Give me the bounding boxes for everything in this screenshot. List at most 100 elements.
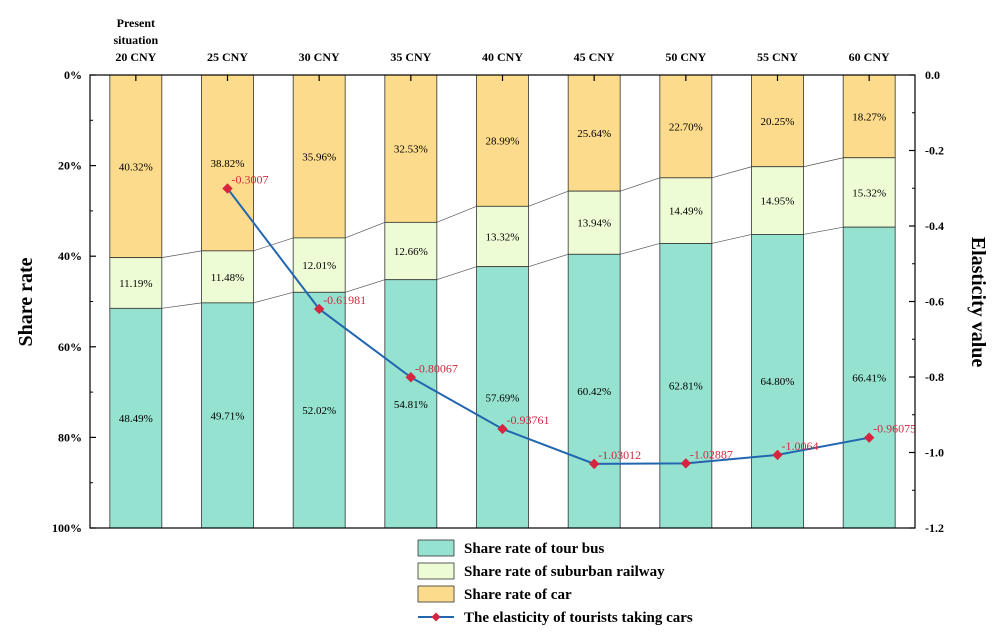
bar-value-label: 28.99% (486, 136, 520, 148)
bar-value-label: 25.64% (577, 128, 611, 140)
right-axis-tick-label: -1.2 (925, 521, 944, 535)
elasticity-value-label: -0.93761 (507, 413, 550, 427)
category-label: 45 CNY (574, 50, 615, 64)
bar-value-label: 12.01% (302, 260, 336, 272)
elasticity-point (222, 183, 233, 194)
bar-value-label: 20.25% (761, 116, 795, 128)
series-connector-line (161, 302, 202, 309)
elasticity-point (497, 423, 508, 435)
legend-swatch-share-rate-of-car (417, 585, 455, 603)
bar-share-rate-of-car-50-cny (659, 74, 713, 179)
right-axis-tick-label: -0.2 (925, 144, 944, 158)
bar-value-label: 35.96% (302, 151, 336, 163)
bar-value-label: 13.94% (577, 218, 611, 230)
series-connector-line (803, 157, 844, 168)
category-label: 60 CNY (849, 50, 890, 64)
series-connector-line (436, 206, 477, 223)
right-axis-tick-label: 0.0 (925, 68, 940, 82)
bar-share-rate-of-suburban-railway-20-cny (109, 257, 163, 309)
elasticity-point (588, 458, 600, 470)
bar-value-label: 11.48% (211, 272, 245, 284)
category-prefix-label: Present (117, 16, 155, 30)
series-connector-line (803, 226, 844, 235)
bar-value-label: 57.69% (486, 392, 520, 404)
right-axis-tick-label: -0.8 (925, 370, 944, 384)
legend: Share rate of tour bus Share rate of subu… (417, 539, 693, 626)
legend-label: Share rate of car (464, 587, 572, 603)
elasticity-point (863, 432, 875, 443)
elasticity-value-label: -1.0064 (782, 439, 819, 453)
legend-swatch-share-rate-of-tour-bus (417, 539, 455, 557)
elasticity-line-layer: -0.3007 -0.61981 -0.80067 -0.93761 -1.03012 -… (222, 173, 916, 470)
bar-value-label: 32.53% (394, 144, 428, 156)
right-axis-title: Elasticity value (967, 237, 989, 368)
left-axis-tick-label: 100% (52, 521, 82, 535)
bar-value-label: 13.32% (486, 231, 520, 243)
legend-label: The elasticity of tourists taking cars (464, 610, 693, 626)
category-label: 30 CNY (299, 50, 340, 64)
bar-share-rate-of-car-45-cny (567, 74, 621, 192)
left-axis-tick-label: 20% (58, 159, 82, 173)
bar-share-rate-of-car-40-cny (476, 74, 529, 207)
series-connector-line (161, 250, 202, 258)
elasticity-value-label: -1.03012 (598, 448, 641, 462)
series-connector-line (253, 291, 294, 304)
bar-share-rate-of-tour-bus-35-cny (384, 279, 438, 529)
bar-share-rate-of-car-35-cny (384, 74, 438, 223)
elasticity-value-label: -1.02887 (690, 447, 733, 461)
right-axis-tick-label: -1.0 (925, 446, 944, 460)
left-axis-title: Share rate (15, 257, 37, 346)
bar-share-rate-of-car-20-cny (109, 74, 163, 259)
bar-value-label: 22.70% (669, 121, 703, 133)
left-axis-tick-label: 60% (58, 340, 82, 354)
bar-share-rate-of-suburban-railway-60-cny (842, 157, 896, 228)
elasticity-point (772, 449, 783, 461)
bar-share-rate-of-suburban-railway-30-cny (292, 237, 346, 293)
bar-value-label: 60.42% (577, 386, 611, 398)
series-connector-line (528, 253, 569, 267)
category-label: 55 CNY (757, 50, 798, 64)
bar-value-label: 48.49% (119, 413, 153, 425)
legend-swatch-share-rate-of-suburban-railway (417, 562, 455, 580)
series-connector-line (345, 279, 385, 293)
bar-share-rate-of-tour-bus-60-cny (842, 226, 896, 529)
bars-layer (109, 74, 896, 529)
series-connector-line (253, 237, 294, 252)
category-labels-layer: 20 CNY 25 CNY 30 CNY 35 CNY 40 CNY 45 CNY 50 C… (113, 16, 890, 64)
elasticity-value-label: -0.3007 (232, 173, 269, 187)
series-connector-line (620, 177, 660, 192)
bar-share-rate-of-tour-bus-25-cny (201, 302, 254, 529)
bar-value-label: 14.49% (669, 206, 703, 218)
left-axis-tick-label: 80% (58, 430, 82, 444)
bar-share-rate-of-suburban-railway-40-cny (476, 205, 529, 268)
bar-value-label: 15.32% (852, 187, 886, 199)
left-axis-tick-label: 40% (58, 249, 82, 263)
bar-share-rate-of-tour-bus-50-cny (659, 243, 713, 529)
bar-value-label: 62.81% (669, 381, 703, 393)
series-connector-line (345, 222, 385, 239)
bar-value-label: 64.80% (761, 376, 795, 388)
bar-share-rate-of-suburban-railway-45-cny (567, 190, 621, 255)
bar-value-label: 18.27% (852, 111, 886, 123)
bar-value-label: 52.02% (302, 405, 336, 417)
bar-value-label: 40.32% (119, 161, 153, 173)
series-connector-line (620, 243, 660, 255)
bar-share-rate-of-tour-bus-45-cny (567, 253, 621, 529)
axes-layer: 0% 20% 40% 60% 80% 100% 0.0 -0.2 -0.4 -0.6 -0.8 -1.… (52, 68, 944, 535)
series-connector-line (436, 266, 477, 281)
series-connector-line (711, 166, 752, 179)
bar-share-rate-of-car-60-cny (842, 74, 896, 159)
bar-value-label: 38.82% (211, 158, 245, 170)
legend-label: Share rate of suburban railway (464, 564, 665, 580)
category-prefix-label: situation (113, 33, 158, 47)
bar-share-rate-of-suburban-railway-55-cny (751, 166, 804, 235)
legend-label: Share rate of tour bus (464, 541, 604, 557)
segment-labels-layer: 40.32% 11.19% 48.49% 38.82% 11.48% 49.71% 35.9… (119, 111, 886, 425)
elasticity-value-label: -0.96075 (873, 422, 916, 436)
series-connector-line (528, 190, 569, 207)
elasticity-point (405, 372, 417, 383)
bar-value-label: 49.71% (211, 410, 245, 422)
right-axis-tick-label: -0.4 (925, 219, 944, 233)
connectors-layer (161, 157, 844, 309)
bar-share-rate-of-suburban-railway-35-cny (384, 221, 438, 281)
